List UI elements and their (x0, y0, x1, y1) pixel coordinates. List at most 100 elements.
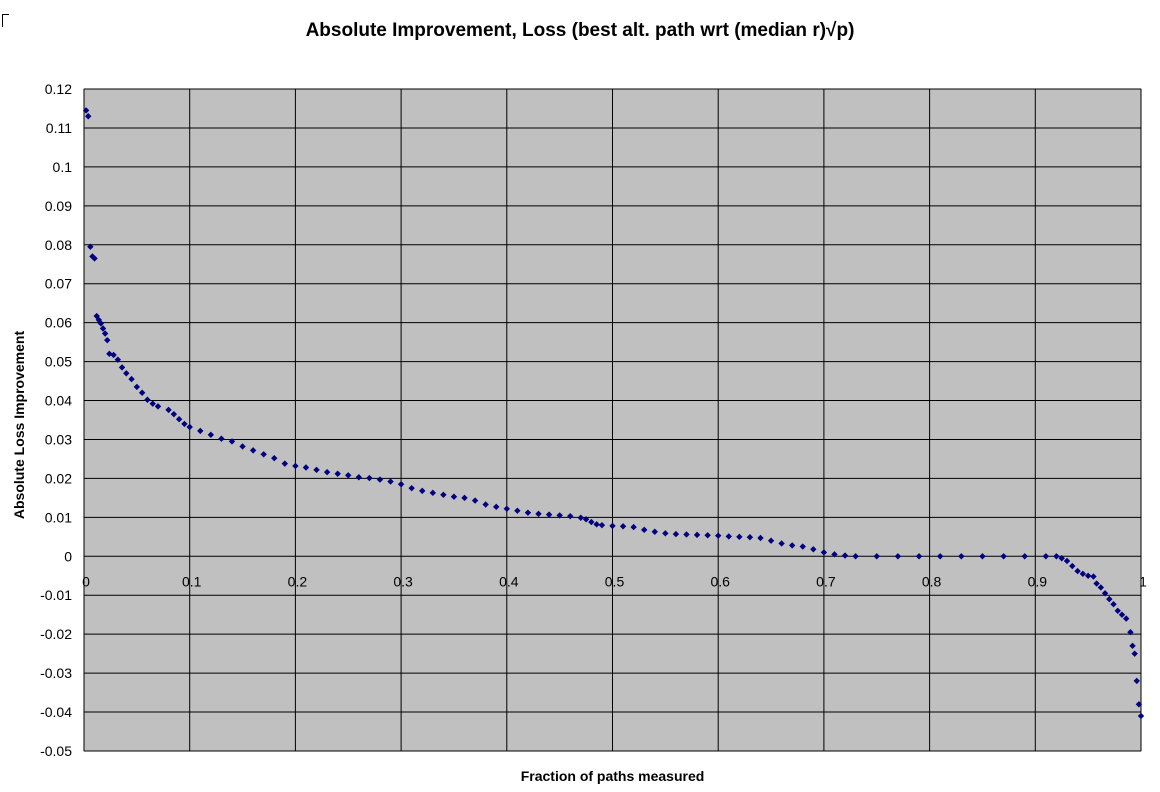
y-tick-label: 0.08 (45, 237, 72, 253)
x-tick-label: 0.9 (1028, 573, 1048, 589)
data-point (715, 532, 722, 539)
data-point (535, 510, 542, 518)
data-point (197, 427, 204, 435)
data-point (915, 553, 923, 560)
y-tick-label: 0.04 (45, 393, 72, 409)
data-point (1114, 607, 1121, 615)
data-point (482, 501, 489, 508)
data-point (582, 516, 590, 523)
y-tick-label: -0.01 (40, 587, 72, 603)
data-point (186, 423, 193, 431)
data-point (1123, 615, 1130, 622)
data-point (1101, 590, 1109, 597)
data-point (104, 336, 111, 344)
data-point (588, 518, 595, 526)
y-tick-label: 0.05 (45, 354, 72, 370)
data-point (1118, 611, 1126, 618)
x-tick-label: 0.6 (710, 573, 730, 589)
x-axis-tick-labels: 0 0.1 0.2 0.3 0.4 0.5 0.6 0.7 0.8 0.9 1 (82, 573, 1147, 589)
data-point (228, 438, 236, 445)
data-point (704, 532, 711, 539)
data-point (1135, 701, 1143, 708)
data-point (471, 497, 479, 504)
data-point (693, 531, 701, 539)
data-point (271, 454, 278, 462)
data-point (493, 503, 500, 511)
data-point (313, 466, 320, 474)
data-point (154, 403, 162, 410)
x-tick-label: 0.3 (393, 573, 413, 589)
x-tick-label: 0.1 (182, 573, 202, 589)
y-tick-label: 0.09 (45, 198, 72, 214)
data-point (979, 553, 986, 560)
data-point (1090, 573, 1097, 580)
x-tick-label: 0.4 (499, 573, 519, 589)
data-point (387, 478, 394, 485)
data-point (149, 400, 156, 407)
data-point (1053, 553, 1060, 560)
data-point (175, 416, 183, 423)
data-point (323, 468, 331, 476)
data-point (567, 512, 574, 520)
data-point (345, 472, 352, 479)
data-point (778, 540, 785, 547)
data-point (99, 325, 107, 332)
data-point (281, 460, 289, 467)
data-point (524, 509, 532, 516)
data-point (249, 447, 257, 454)
data-point (440, 491, 447, 498)
data-point (788, 542, 796, 549)
data-point (841, 552, 849, 559)
data-point (598, 521, 606, 529)
data-point (133, 383, 141, 391)
x-tick-label: 0.7 (816, 573, 836, 589)
y-axis-tick-labels: 0.12 0.11 0.1 0.09 0.08 0.07 0.06 0.05 0.04 0.03 0… (40, 81, 72, 759)
data-point (810, 546, 817, 553)
data-point (85, 113, 92, 120)
data-point (619, 523, 627, 530)
data-point (725, 533, 732, 540)
y-tick-label: 0.11 (46, 120, 72, 136)
data-point (1097, 584, 1105, 591)
data-point (852, 553, 859, 560)
data-point (181, 420, 188, 428)
data-point (429, 489, 437, 497)
data-point (936, 553, 944, 560)
y-tick-label: 0.03 (45, 431, 72, 447)
data-point (91, 255, 98, 262)
data-point (144, 396, 151, 403)
data-point (873, 553, 880, 560)
data-point (1074, 567, 1081, 575)
x-tick-label: 0.8 (922, 573, 942, 589)
x-tick-label: 1 (1139, 573, 1147, 589)
data-point (593, 521, 600, 528)
data-point (1133, 677, 1140, 685)
data-point (207, 431, 215, 438)
gridlines (83, 88, 1142, 752)
data-point (138, 389, 146, 396)
data-point (1106, 595, 1113, 603)
data-point (1093, 580, 1100, 587)
chart-title: Absolute Improvement, Loss (best alt. pa… (305, 20, 855, 41)
data-point (820, 549, 828, 556)
data-point (1129, 642, 1136, 650)
data-point (110, 351, 117, 359)
data-point (292, 462, 299, 470)
data-point (239, 443, 246, 450)
y-axis-label: Absolute Loss Improvement (11, 330, 27, 520)
data-point (87, 243, 94, 250)
data-point (97, 320, 105, 327)
data-point (1084, 572, 1092, 579)
data-point (1137, 712, 1145, 720)
data-point (218, 435, 225, 442)
data-point (609, 522, 616, 530)
y-tick-label: -0.02 (40, 626, 72, 642)
data-point (503, 505, 510, 512)
data-point (757, 534, 764, 542)
data-point (577, 514, 584, 521)
data-point (556, 512, 563, 519)
data-point (958, 553, 965, 560)
data-point (683, 531, 690, 538)
data-point (1058, 555, 1065, 562)
